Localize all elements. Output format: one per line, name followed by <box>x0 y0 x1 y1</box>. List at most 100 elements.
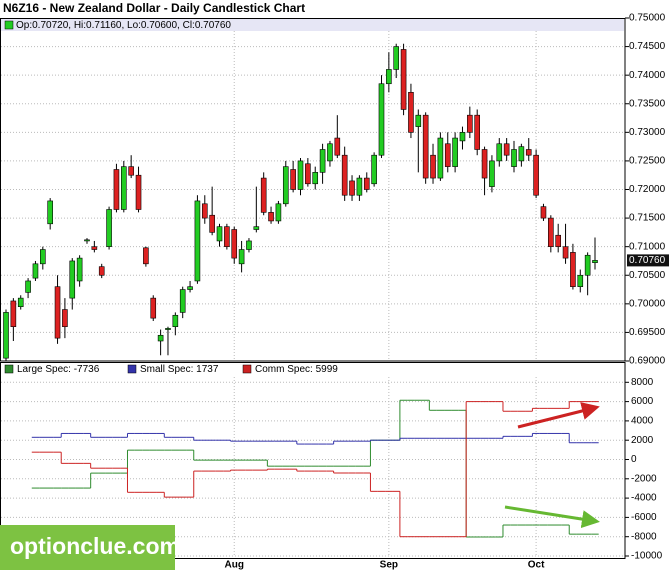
candle-body <box>452 137 458 167</box>
candle-body <box>275 203 282 222</box>
candle-body <box>363 177 370 190</box>
candle-body <box>253 226 260 230</box>
watermark: optionclue.com <box>10 533 180 559</box>
candle-body <box>548 217 554 247</box>
x-tick-label: Sep <box>380 560 398 570</box>
watermark-box <box>0 525 175 570</box>
y-tick-label: 0.72000 <box>629 184 666 195</box>
y-tick-label: 0.69000 <box>629 356 666 367</box>
legend-label: Large Spec: -7736 <box>17 364 100 375</box>
candle-body <box>76 257 83 282</box>
legend-swatch <box>242 364 252 374</box>
y-tick-label: 0.71500 <box>629 213 666 224</box>
candle-body <box>496 143 503 162</box>
candle-body <box>341 154 348 196</box>
candle-body <box>246 240 252 250</box>
candle-body <box>47 200 53 225</box>
candle-body <box>98 266 105 276</box>
candle-body <box>474 114 481 150</box>
candle-body <box>290 169 296 190</box>
candle-body <box>356 177 363 196</box>
candle-body <box>216 226 223 242</box>
candle-body <box>62 309 68 327</box>
y-tick-label: 0.71000 <box>629 241 666 252</box>
y-tick-label: 2000 <box>631 435 654 446</box>
ohlc-info: Op:0.70720, Hi:0.71160, Lo:0.70600, Cl:0… <box>16 20 231 31</box>
plot-layer: Aug Sep Oct 0.69000 0.69500 0.70000 0.70500 0.7… <box>1 13 669 570</box>
candle-body <box>570 252 576 287</box>
candle-body <box>201 203 208 219</box>
legend-swatch <box>127 364 137 374</box>
candle-body <box>209 214 215 233</box>
last-price-box <box>627 254 669 267</box>
candle-body <box>592 260 598 263</box>
y-tick-label: 8000 <box>631 377 654 388</box>
info-strip <box>1 19 624 31</box>
candle-body <box>481 149 488 179</box>
legend-swatch <box>4 364 14 374</box>
x-tick-label: Oct <box>528 560 545 570</box>
candle-body <box>415 114 422 127</box>
candle-body <box>518 146 525 162</box>
y-tick-label: 0.72500 <box>629 156 666 167</box>
x-tick-label: Aug <box>225 560 244 570</box>
candle-body <box>371 154 377 185</box>
candle-body <box>393 46 400 70</box>
candle-body <box>459 132 466 142</box>
candle-body <box>128 166 134 176</box>
candle-body <box>91 246 98 250</box>
candle-body <box>319 149 326 173</box>
candle-body <box>400 49 407 110</box>
candle-body <box>84 239 90 242</box>
candle-body <box>297 160 304 190</box>
y-tick-label: -8000 <box>631 531 657 542</box>
candle-body <box>179 289 186 313</box>
y-tick-label: -2000 <box>631 473 657 484</box>
y-tick-label: -6000 <box>631 512 657 523</box>
y-tick-label: 0.74000 <box>629 70 666 81</box>
candle-body <box>172 314 179 327</box>
candle-body <box>312 172 319 185</box>
candle-body <box>157 334 164 342</box>
y-tick-label: 0.74500 <box>629 41 666 52</box>
y-tick-label: 0.69500 <box>629 327 666 338</box>
candle-body <box>378 83 385 156</box>
candle-body <box>106 209 112 247</box>
candle-body <box>444 143 451 167</box>
annotation-arrow-up <box>517 402 600 429</box>
candle-body <box>437 137 444 179</box>
candle-body <box>268 212 274 222</box>
candle-body <box>511 149 517 167</box>
last-price-label: 0.70760 <box>629 255 666 266</box>
info-icon <box>4 20 14 30</box>
candle-body <box>187 286 193 290</box>
candle-body <box>260 177 267 213</box>
candle-body <box>349 180 355 196</box>
candle-body <box>408 92 414 133</box>
y-tick-label: 0.73000 <box>629 127 666 138</box>
candle-body <box>489 160 495 187</box>
candle-body <box>32 263 39 279</box>
candle-body <box>25 280 31 293</box>
candle-body <box>54 286 61 339</box>
candle-body <box>577 274 584 287</box>
y-tick-label: 0.73500 <box>629 98 666 109</box>
y-tick-label: 4000 <box>631 416 654 427</box>
candle-body <box>386 69 392 85</box>
candle-body <box>282 166 289 205</box>
candle-body <box>135 174 142 210</box>
legend-label: Small Spec: 1737 <box>140 364 219 375</box>
candle-body <box>533 154 539 196</box>
candle-body <box>194 200 201 282</box>
candle-body <box>10 300 17 328</box>
candle-body <box>143 247 149 265</box>
candle-body <box>430 154 436 179</box>
annotation-arrow-down <box>504 505 600 529</box>
candle-body <box>525 149 532 156</box>
candle-body <box>540 206 547 219</box>
legend-label: Comm Spec: 5999 <box>255 364 338 375</box>
y-tick-label: 6000 <box>631 396 654 407</box>
y-tick-label: 0.70000 <box>629 298 666 309</box>
